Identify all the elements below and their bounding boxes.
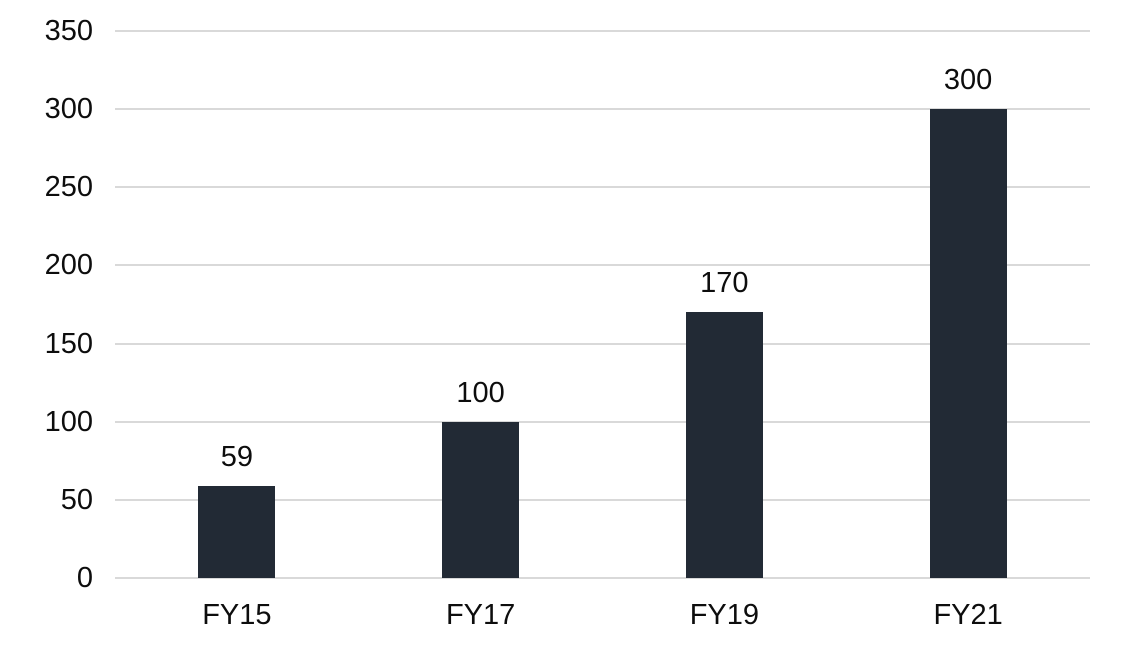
- x-axis-category-label: FY17: [445, 599, 516, 631]
- gridline: [115, 498, 1090, 501]
- y-axis-tick-label: 100: [44, 405, 93, 438]
- gridline: [115, 30, 1090, 32]
- y-axis-tick-label: 150: [44, 327, 93, 360]
- x-axis-category-label: FY19: [689, 599, 760, 631]
- bar-value-label: 170: [700, 267, 749, 300]
- x-axis-category-label: FY21: [933, 599, 1003, 631]
- y-axis-tick-label: 350: [44, 15, 93, 47]
- gridline: [115, 186, 1090, 189]
- gridline: [115, 577, 1090, 579]
- y-axis-tick-label: 0: [76, 562, 93, 594]
- bar-fy15: [198, 485, 276, 578]
- gridline: [115, 342, 1090, 345]
- bar-value-label: 100: [456, 376, 505, 409]
- gridline: [115, 108, 1090, 111]
- gridline: [115, 420, 1090, 423]
- bar-fy19: [685, 312, 763, 578]
- gridline: [115, 264, 1090, 267]
- y-axis-tick-label: 200: [44, 249, 93, 282]
- bar-fy17: [442, 421, 520, 578]
- bar-value-label: 300: [943, 64, 993, 97]
- x-axis-category-label: FY15: [202, 599, 272, 631]
- y-axis-tick-label: 300: [44, 93, 93, 126]
- y-axis-tick-label: 50: [60, 483, 93, 516]
- y-axis-tick-label: 250: [44, 171, 93, 204]
- bar-fy21: [929, 109, 1007, 578]
- bar-value-label: 59: [220, 440, 253, 473]
